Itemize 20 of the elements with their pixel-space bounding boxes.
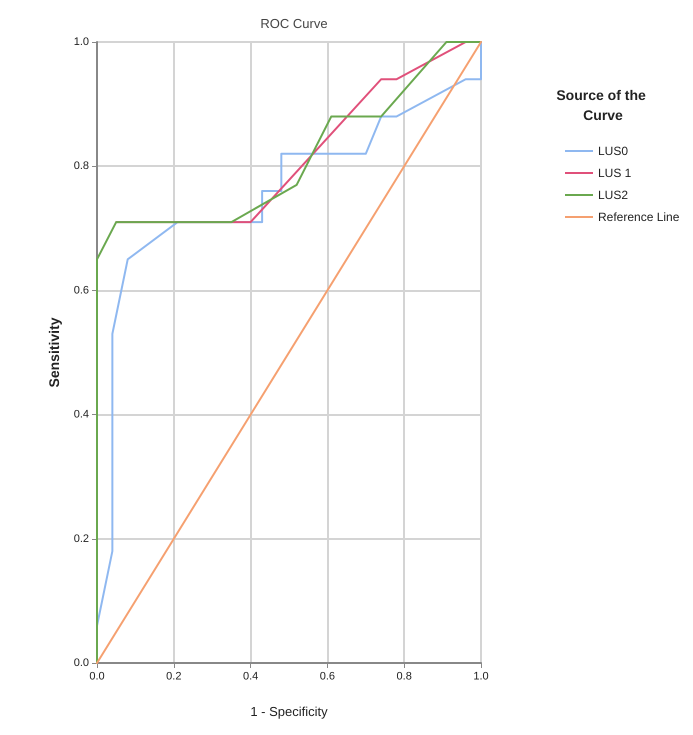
x-tick-label: 0.2: [166, 670, 182, 682]
y-tick-label: 0.6: [74, 284, 89, 296]
legend-label: LUS0: [598, 144, 628, 158]
x-tick-label: 0.4: [242, 670, 258, 682]
y-tick-label: 0.0: [74, 657, 89, 669]
x-tick-label: 0.0: [89, 670, 105, 682]
y-tick-label: 0.4: [74, 408, 89, 421]
legend-title: Source of the Curve: [556, 87, 650, 123]
legend-label: LUS2: [598, 188, 628, 202]
legend-label: Reference Line: [598, 210, 680, 224]
legend-label: LUS 1: [598, 166, 632, 180]
x-axis-title: 1 - Specificity: [250, 704, 328, 719]
y-tick-label: 1.0: [74, 36, 89, 48]
x-tick-label: 0.8: [396, 670, 412, 682]
chart-title: ROC Curve: [260, 16, 328, 31]
y-axis-title: Sensitivity: [46, 317, 62, 388]
y-tick-label: 0.2: [74, 532, 89, 545]
x-tick-label: 0.6: [320, 670, 336, 682]
y-tick-label: 0.8: [74, 160, 89, 172]
x-tick-label: 1.0: [473, 670, 489, 682]
